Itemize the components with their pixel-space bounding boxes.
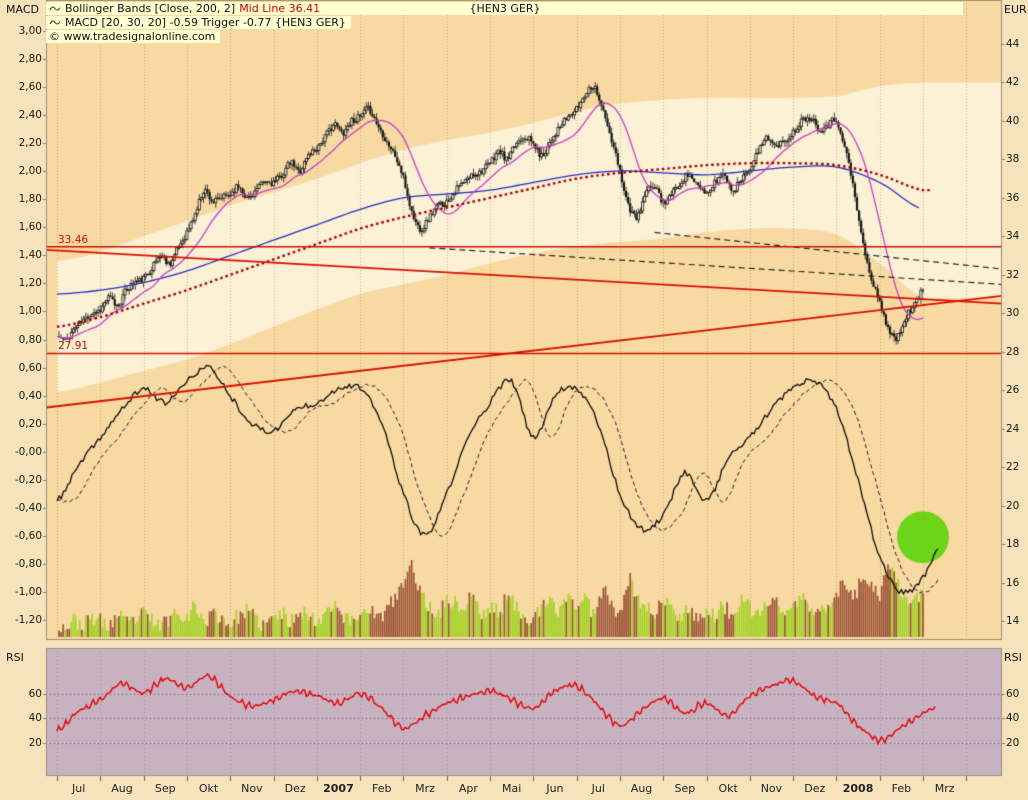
- chart-window: MACD EUR Bollinger Bands [Close, 200, 2]…: [0, 0, 1028, 800]
- chart-canvas[interactable]: [0, 0, 1028, 800]
